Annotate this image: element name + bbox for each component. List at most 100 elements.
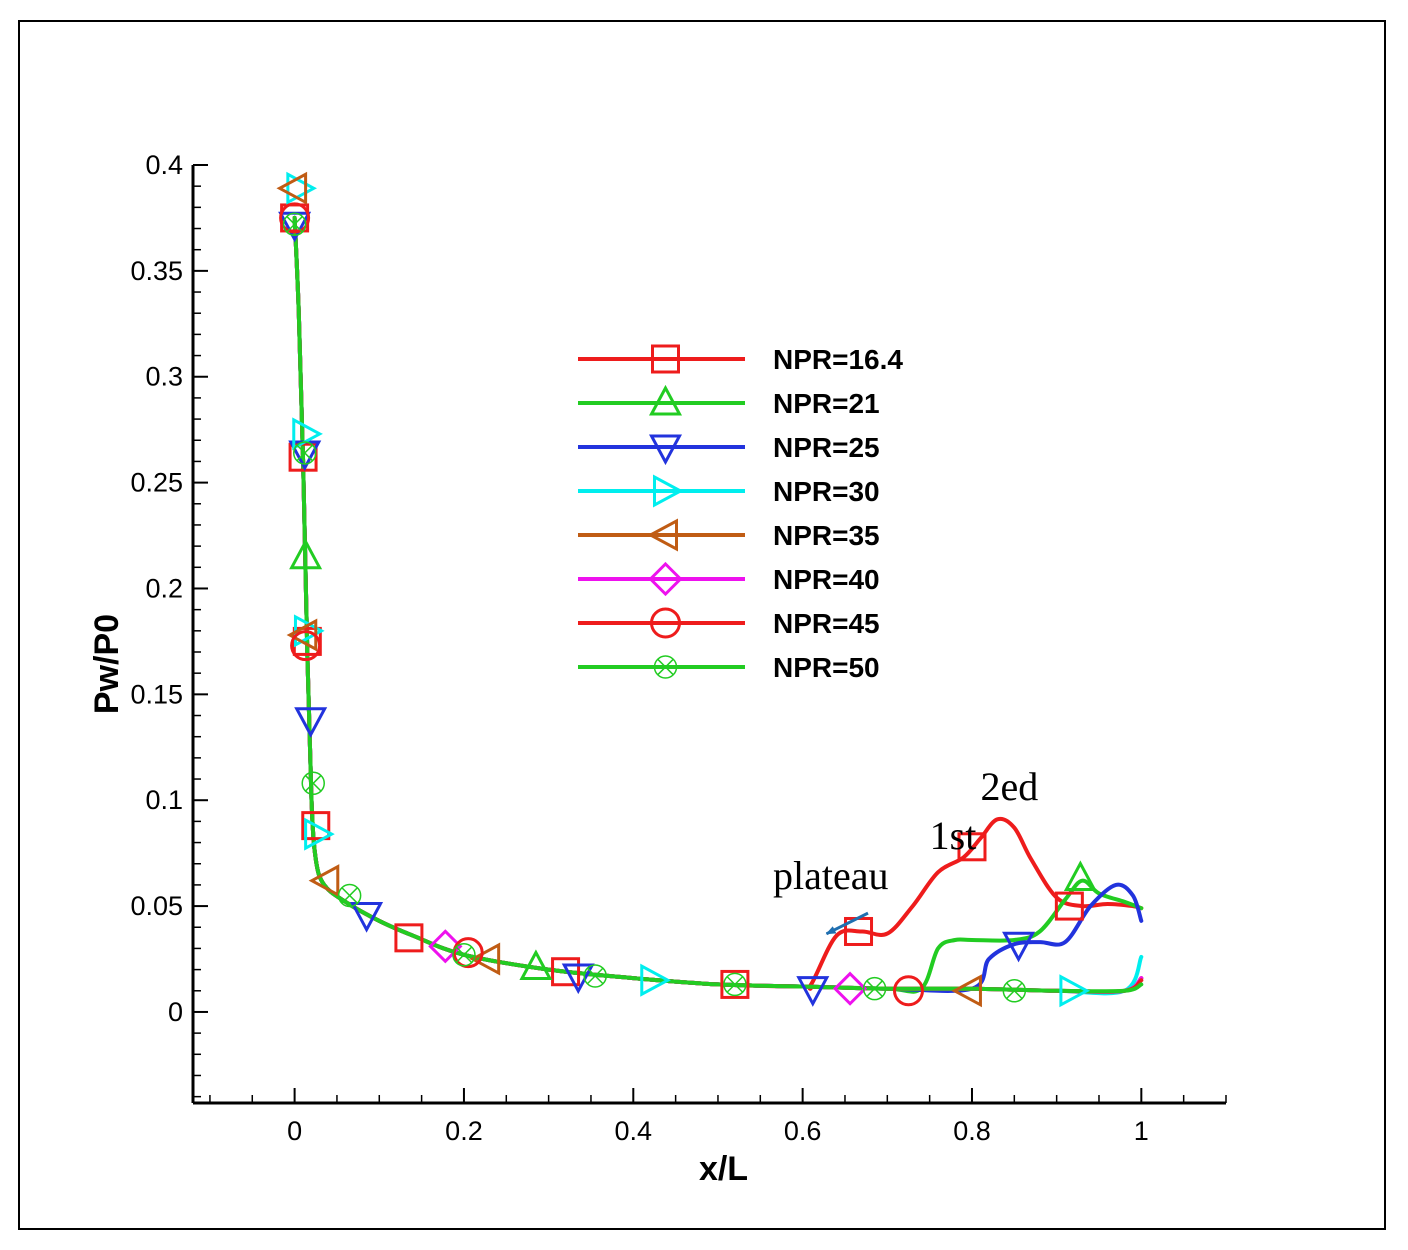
- data-point-1: [519, 949, 553, 980]
- data-point-6: [452, 937, 484, 969]
- marker-circle: [650, 607, 681, 639]
- data-point-0: [957, 832, 987, 862]
- marker-circle: [452, 937, 484, 969]
- data-point-0: [1054, 891, 1084, 921]
- data-point-7: [337, 883, 362, 908]
- marker-diamond: [648, 561, 683, 597]
- y-tick-label: 0.4: [145, 150, 183, 180]
- marker-triangle-down: [350, 902, 384, 933]
- data-point-3: [292, 417, 323, 451]
- series-line-0: [292, 215, 1144, 991]
- data-point-2: [294, 707, 328, 738]
- marker-circle: [279, 202, 311, 234]
- data-point-1: [1063, 860, 1097, 892]
- marker-diamond: [428, 929, 463, 964]
- x-tick-label: 0.2: [445, 1116, 483, 1146]
- legend-label: NPR=21: [773, 388, 880, 419]
- marker-circle-x-line: [455, 946, 473, 964]
- marker-circle-x-ring: [1002, 979, 1027, 1003]
- data-point-7: [723, 972, 747, 997]
- marker-circle-x-ring: [653, 655, 678, 679]
- x-tick-label: 1: [1134, 1116, 1149, 1146]
- data-point-7: [301, 771, 325, 796]
- marker-triangle-left: [469, 942, 501, 976]
- legend: NPR=16.4 NPR=21 NPR=25 NPR=30 NPR=35 NPR=40 NP…: [578, 344, 903, 683]
- x-tick-label: 0.8: [953, 1116, 991, 1146]
- marker-triangle-right: [653, 474, 684, 508]
- series-line-4: [292, 215, 1144, 994]
- data-point-4: [951, 974, 982, 1008]
- marker-circle-x-ring: [337, 883, 362, 908]
- marker-circle-x-ring: [583, 964, 607, 988]
- marker-triangle-left: [276, 171, 308, 205]
- figure-frame: [18, 20, 1386, 1230]
- marker-triangle-up: [289, 538, 323, 570]
- series-line-3: [292, 215, 1144, 996]
- marker-square: [551, 957, 581, 987]
- marker-circle-x-line: [1006, 982, 1023, 1000]
- series-line-5: [292, 215, 1144, 994]
- marker-triangle-down: [294, 707, 328, 738]
- marker-diamond: [832, 971, 868, 1006]
- y-axis-title: Pw/P0: [88, 614, 126, 714]
- data-point-4: [308, 864, 340, 898]
- data-point-6: [279, 202, 311, 234]
- legend-marker: [648, 561, 683, 597]
- legend-label: NPR=35: [773, 520, 880, 551]
- marker-circle-x-line: [657, 658, 674, 676]
- marker-circle-x-ring: [452, 943, 476, 967]
- marker-triangle-up: [1063, 860, 1097, 892]
- marker-triangle-right: [640, 963, 671, 997]
- marker-triangle-right: [292, 417, 323, 451]
- data-point-7: [583, 964, 607, 988]
- data-point-2: [561, 963, 595, 995]
- x-tick-label: 0: [287, 1116, 302, 1146]
- y-tick-label: 0.2: [145, 573, 183, 603]
- legend-marker: [648, 384, 683, 416]
- data-point-6: [892, 975, 924, 1007]
- marker-square: [720, 969, 750, 999]
- legend-label: NPR=25: [773, 432, 880, 463]
- y-tick-label: 0.15: [130, 679, 183, 709]
- x-axis-title: x/L: [699, 1150, 748, 1188]
- marker-circle-x-line: [305, 775, 322, 792]
- series-line-7: [292, 215, 1144, 994]
- series-line-2: [292, 215, 1144, 993]
- data-point-1: [289, 538, 323, 570]
- data-point-0: [551, 957, 581, 987]
- legend-label: NPR=45: [773, 608, 880, 639]
- data-point-0: [394, 923, 424, 953]
- marker-triangle-right: [286, 171, 318, 205]
- data-point-3: [304, 817, 335, 851]
- data-point-5: [832, 971, 868, 1006]
- y-tick-label: 0: [168, 997, 183, 1027]
- marker-triangle-down: [1002, 931, 1036, 963]
- marker-square: [1054, 891, 1084, 921]
- annotation-arrow: [825, 911, 869, 936]
- marker-square: [394, 923, 424, 953]
- marker-circle-x-ring: [293, 441, 317, 465]
- marker-triangle-right: [1059, 974, 1091, 1008]
- data-point-4: [469, 942, 501, 976]
- y-tick-label: 0.25: [130, 468, 183, 498]
- legend-marker: [648, 434, 683, 466]
- legend-label: NPR=16.4: [773, 344, 903, 375]
- data-point-7: [862, 976, 887, 1001]
- legend-marker: [653, 474, 684, 508]
- annotation-1st: 1st: [930, 813, 977, 858]
- data-point-7: [1002, 979, 1027, 1003]
- marker-triangle-left: [951, 974, 982, 1008]
- data-point-7: [282, 212, 307, 237]
- legend-label: NPR=30: [773, 476, 880, 507]
- marker-circle-x-ring: [723, 972, 747, 997]
- marker-triangle-up: [519, 949, 553, 980]
- legend-marker: [647, 518, 678, 552]
- data-point-4: [276, 171, 308, 205]
- axes: 0 0.05 0.1 0.15 0.2 0.25 0.3 0.35 0.4 0 0.2 0.4 0.6 0…: [88, 150, 1227, 1188]
- legend-marker: [651, 344, 680, 374]
- annotation-plateau: plateau: [773, 853, 889, 898]
- series-curves: [292, 215, 1144, 996]
- marker-circle: [290, 630, 322, 662]
- data-point-5: [428, 929, 463, 964]
